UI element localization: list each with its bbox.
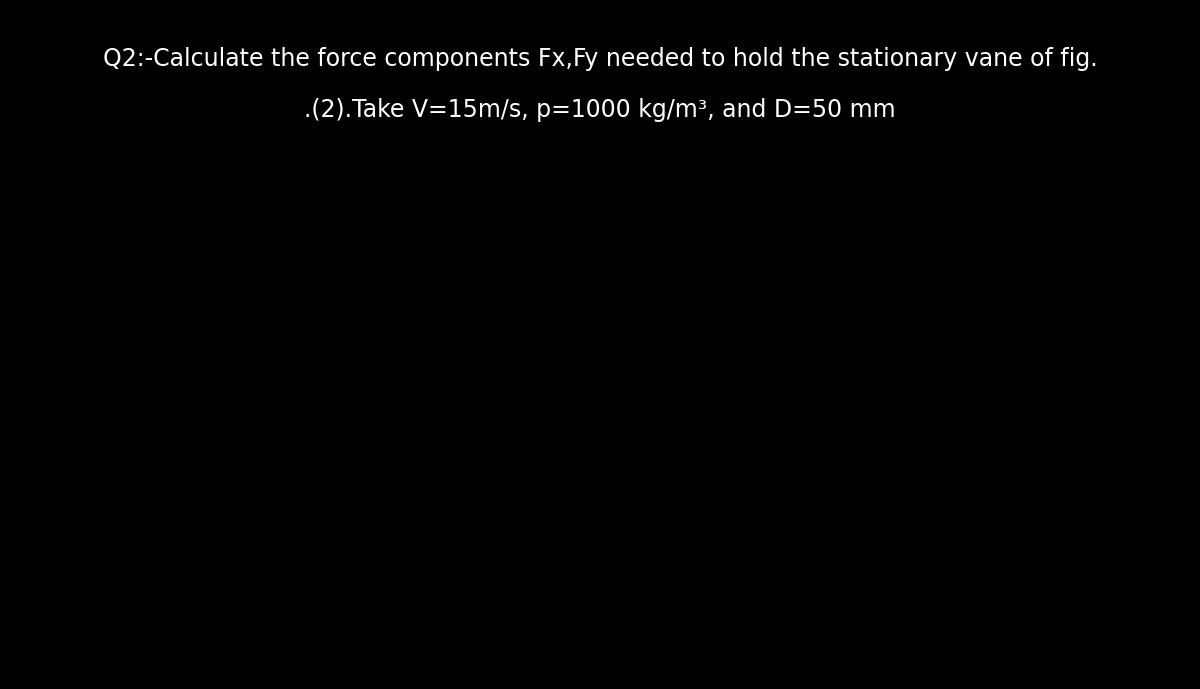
Text: Fₓ: Fₓ — [1031, 449, 1043, 458]
Text: V=15 m/s: V=15 m/s — [480, 598, 532, 608]
Text: Fy: Fy — [967, 397, 980, 407]
Text: 30º: 30º — [732, 523, 750, 533]
Text: D=50 mm: D=50 mm — [721, 555, 775, 566]
Text: V=15 m/s: V=15 m/s — [578, 201, 630, 212]
Text: Fig.2: Fig.2 — [538, 420, 588, 438]
Text: Q2:-Calculate the force components Fx,Fy needed to hold the stationary vane of f: Q2:-Calculate the force components Fx,Fy… — [103, 47, 1097, 70]
Text: 45º: 45º — [730, 276, 748, 286]
Text: .(2).Take V=15m/s, p=1000 kg/m³, and D=50 mm: .(2).Take V=15m/s, p=1000 kg/m³, and D=5… — [304, 99, 896, 122]
